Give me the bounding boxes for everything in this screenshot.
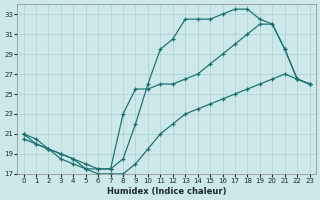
X-axis label: Humidex (Indice chaleur): Humidex (Indice chaleur) (107, 187, 226, 196)
